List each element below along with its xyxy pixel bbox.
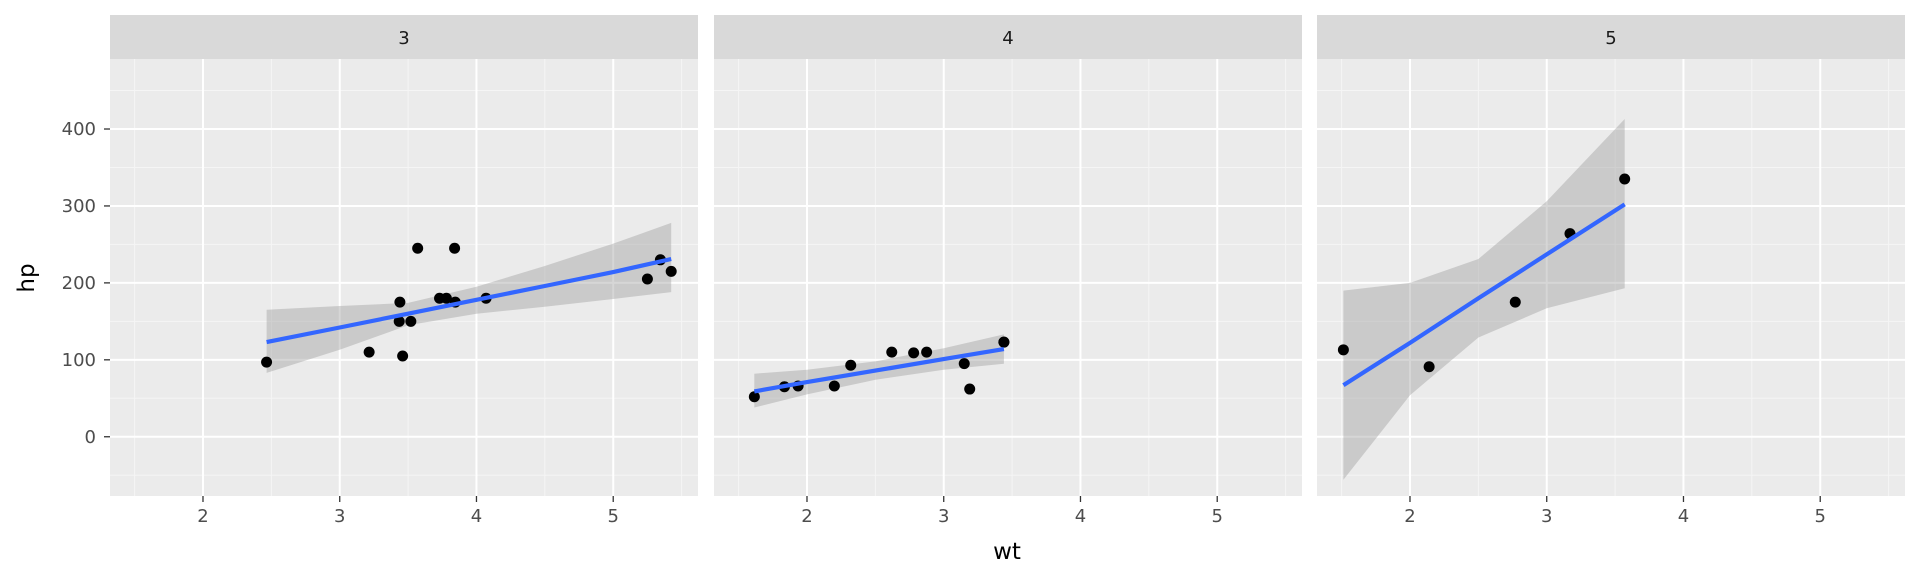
- data-point: [1337, 344, 1349, 356]
- data-point: [393, 315, 405, 327]
- data-point: [886, 346, 898, 358]
- y-axis-title: hp: [14, 263, 40, 292]
- regression-line: [1342, 202, 1626, 387]
- facet-panel-3: 3 2 3 4 5: [110, 15, 698, 527]
- data-point: [748, 391, 760, 403]
- x-tick-label: 5: [1814, 506, 1825, 527]
- y-tick-label: 400: [62, 119, 96, 140]
- data-point: [1619, 173, 1631, 185]
- facet-strip: [1317, 15, 1905, 59]
- facet-strip-label: 3: [398, 28, 409, 49]
- x-axis-title: wt: [993, 539, 1021, 565]
- facet-strip: [714, 15, 1302, 59]
- data-point: [394, 296, 406, 308]
- regression-line: [266, 256, 672, 345]
- panel-background: [1317, 59, 1905, 496]
- data-point: [363, 346, 375, 358]
- x-tick-label: 4: [1678, 506, 1689, 527]
- confidence-ribbon: [1343, 119, 1625, 480]
- facet-panel-4: 4 2 3 4 5: [714, 15, 1302, 527]
- confidence-ribbon: [266, 222, 672, 373]
- data-point: [828, 380, 840, 392]
- facet-panel-5: 5 2 3 4 5: [1317, 15, 1905, 527]
- x-tick-label: 2: [197, 506, 208, 527]
- y-tick-label: 0: [85, 427, 96, 448]
- data-point: [449, 242, 461, 254]
- data-point: [958, 358, 970, 370]
- data-point: [405, 315, 417, 327]
- x-tick-label: 5: [607, 506, 618, 527]
- data-point: [908, 347, 920, 359]
- y-tick-label: 100: [62, 350, 96, 371]
- x-tick-label: 2: [1404, 506, 1415, 527]
- data-point: [921, 346, 933, 358]
- facet-strip-label: 4: [1002, 28, 1013, 49]
- facet-strip-label: 5: [1605, 28, 1616, 49]
- x-tick-label: 3: [938, 506, 949, 527]
- y-tick-label: 200: [62, 273, 96, 294]
- x-tick-label: 3: [1541, 506, 1552, 527]
- data-point: [964, 383, 976, 395]
- data-point: [1509, 296, 1521, 308]
- data-point: [845, 359, 857, 371]
- x-tick-label: 4: [471, 506, 482, 527]
- data-point: [412, 242, 424, 254]
- data-point: [440, 292, 452, 304]
- facet-strip: [110, 15, 698, 59]
- x-tick-label: 5: [1211, 506, 1222, 527]
- data-point: [261, 356, 273, 368]
- x-tick-label: 3: [334, 506, 345, 527]
- data-point: [998, 336, 1010, 348]
- data-point: [1423, 361, 1435, 373]
- regression-line: [753, 347, 1005, 394]
- data-point: [665, 265, 677, 277]
- x-tick-label: 4: [1075, 506, 1086, 527]
- x-tick-label: 2: [801, 506, 812, 527]
- y-tick-label: 300: [62, 196, 96, 217]
- data-point: [397, 350, 409, 362]
- panel-background: [714, 59, 1302, 496]
- data-point: [641, 273, 653, 285]
- panel-background: [110, 59, 698, 496]
